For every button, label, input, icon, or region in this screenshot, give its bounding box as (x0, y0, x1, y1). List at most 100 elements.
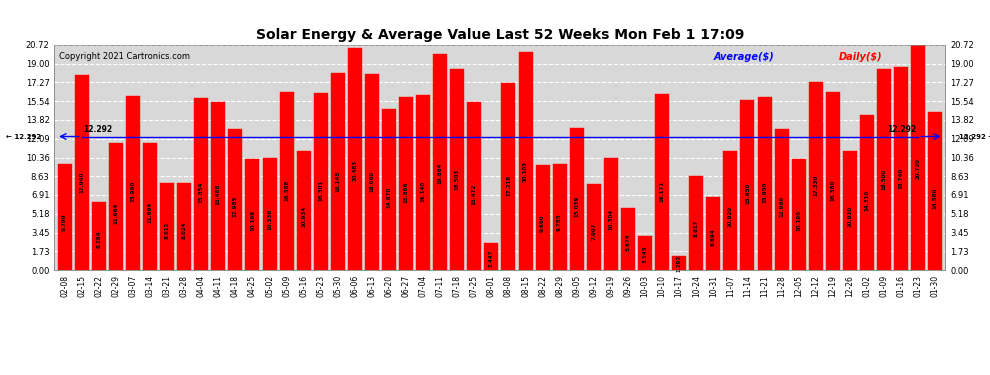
Bar (416, 95, 430, 270)
Text: ← 12.292: ← 12.292 (6, 134, 42, 140)
Text: 19.864: 19.864 (438, 162, 443, 184)
Text: 14.310: 14.310 (864, 189, 869, 211)
Bar (894, 66, 908, 270)
Text: 10.920: 10.920 (728, 206, 733, 227)
Bar (399, 98, 413, 270)
Text: 18.500: 18.500 (881, 169, 886, 190)
Bar (262, 158, 276, 270)
Text: 16.380: 16.380 (831, 179, 836, 201)
Text: 8.617: 8.617 (694, 219, 699, 237)
Text: 15.990: 15.990 (131, 181, 136, 203)
Text: 14.580: 14.580 (933, 188, 938, 209)
Bar (484, 243, 498, 270)
Text: 10.190: 10.190 (796, 210, 801, 231)
Text: 18.503: 18.503 (454, 169, 459, 190)
Bar (297, 151, 311, 270)
Bar (126, 96, 140, 270)
Text: 18.145: 18.145 (336, 171, 341, 192)
Bar (570, 128, 584, 270)
Text: 10.336: 10.336 (267, 209, 272, 230)
Bar (57, 164, 71, 270)
Text: 15.650: 15.650 (744, 183, 750, 204)
Text: 17.940: 17.940 (79, 172, 84, 193)
Text: 12.985: 12.985 (233, 196, 238, 217)
Text: 16.171: 16.171 (659, 180, 664, 201)
Text: 13.039: 13.039 (574, 196, 579, 217)
Bar (177, 183, 191, 270)
Text: 10.304: 10.304 (609, 209, 614, 230)
Text: 3.143: 3.143 (643, 246, 647, 263)
Bar (246, 159, 259, 270)
Text: 17.218: 17.218 (506, 175, 511, 196)
Bar (536, 165, 549, 270)
Text: 10.930: 10.930 (847, 206, 852, 227)
Bar (211, 102, 226, 270)
Bar (911, 45, 925, 270)
Text: 9.660: 9.660 (541, 214, 545, 231)
Bar (279, 92, 294, 270)
Text: 12.292 →: 12.292 → (958, 134, 990, 140)
Text: 18.060: 18.060 (369, 171, 374, 192)
Bar (143, 143, 157, 270)
Text: Average($): Average($) (714, 52, 774, 62)
Text: 9.799: 9.799 (62, 213, 67, 231)
Bar (877, 69, 891, 270)
Bar (621, 209, 635, 270)
Bar (434, 54, 447, 270)
Text: 8.012: 8.012 (164, 222, 169, 240)
Bar (792, 159, 806, 270)
Text: 20.105: 20.105 (523, 161, 528, 182)
Text: 9.785: 9.785 (557, 213, 562, 231)
Text: 16.140: 16.140 (421, 181, 426, 202)
Bar (194, 98, 208, 270)
Bar (75, 75, 89, 270)
Bar (552, 164, 566, 270)
Bar (314, 93, 328, 270)
Bar (229, 129, 243, 270)
Text: 17.330: 17.330 (813, 175, 818, 196)
Bar (638, 236, 652, 270)
Bar (741, 100, 754, 270)
Bar (604, 158, 618, 270)
Bar (587, 184, 601, 270)
Bar (929, 112, 942, 270)
Bar (331, 73, 345, 270)
Text: 1.292: 1.292 (677, 255, 682, 272)
Text: 2.447: 2.447 (489, 249, 494, 267)
Bar (467, 102, 481, 270)
Bar (706, 197, 721, 270)
Bar (774, 129, 789, 270)
Bar (826, 92, 840, 270)
Text: 15.488: 15.488 (216, 184, 221, 205)
Bar (160, 183, 174, 270)
Bar (757, 97, 771, 270)
Text: 16.388: 16.388 (284, 179, 289, 201)
Text: 12.292: 12.292 (887, 125, 917, 134)
Text: 7.907: 7.907 (591, 223, 596, 240)
Text: 12.292: 12.292 (83, 125, 113, 134)
Bar (842, 151, 857, 270)
Bar (689, 176, 703, 270)
Text: 6.284: 6.284 (96, 231, 101, 248)
Text: 18.740: 18.740 (899, 168, 904, 189)
Text: 15.886: 15.886 (404, 182, 409, 203)
Text: 5.674: 5.674 (626, 234, 631, 251)
Text: 12.980: 12.980 (779, 196, 784, 217)
Bar (382, 108, 396, 270)
Bar (450, 69, 464, 270)
Text: 6.694: 6.694 (711, 228, 716, 246)
Text: Daily($): Daily($) (839, 52, 882, 62)
Text: 10.934: 10.934 (301, 206, 306, 227)
Bar (860, 115, 874, 270)
Bar (347, 48, 362, 270)
Bar (519, 52, 533, 270)
Bar (365, 74, 379, 270)
Text: 20.720: 20.720 (916, 158, 921, 179)
Bar (809, 82, 823, 270)
Text: 15.854: 15.854 (199, 182, 204, 203)
Text: 8.024: 8.024 (182, 222, 187, 240)
Bar (502, 83, 516, 270)
Title: Solar Energy & Average Value Last 52 Weeks Mon Feb 1 17:09: Solar Energy & Average Value Last 52 Wee… (255, 28, 744, 42)
Text: 16.301: 16.301 (318, 180, 323, 201)
Text: 11.694: 11.694 (148, 202, 152, 223)
